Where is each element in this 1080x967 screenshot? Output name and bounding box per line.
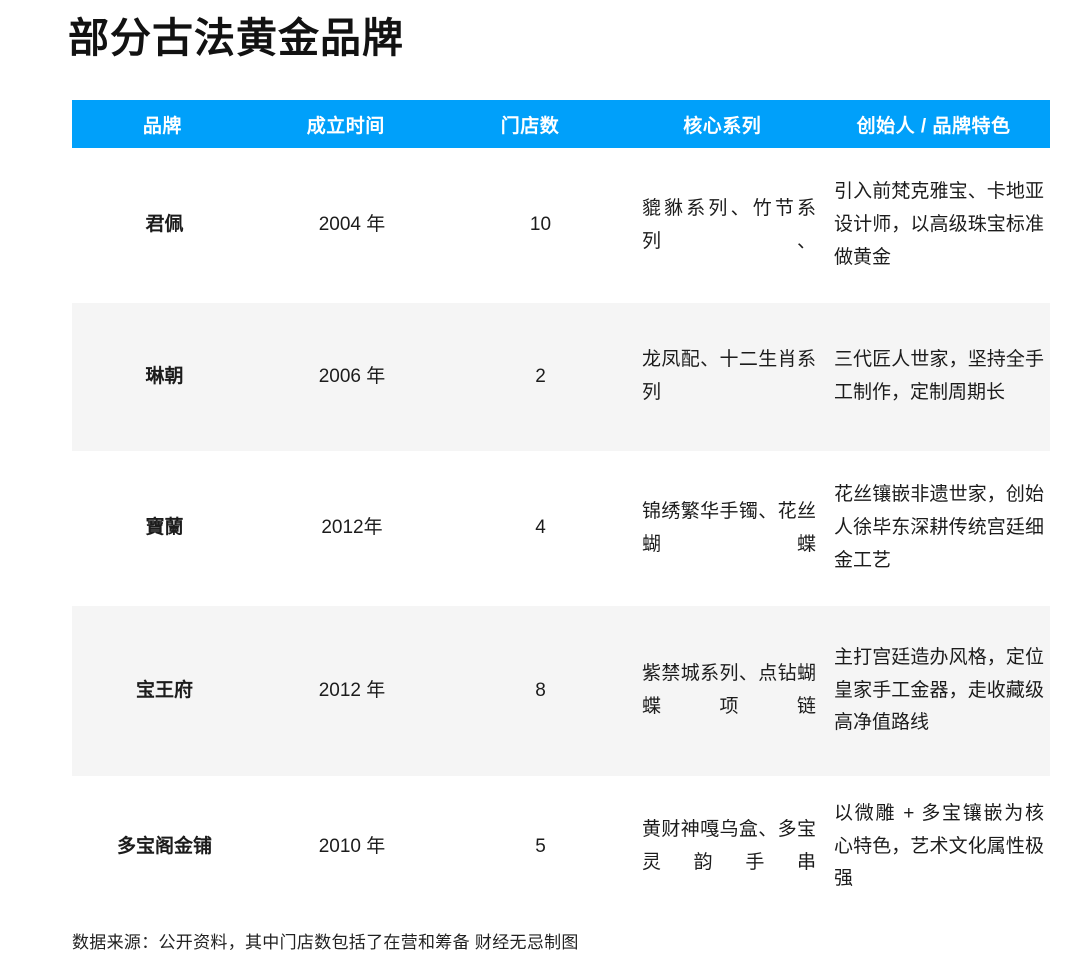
table-header-row: 品牌 成立时间 门店数 核心系列 创始人 / 品牌特色	[72, 100, 1050, 148]
table-row: 琳朝 2006 年 2 龙凤配、十二生肖系列 三代匠人世家，坚持全手工制作，定制…	[72, 303, 1050, 451]
table-row: 宝王府 2012 年 8 紫禁城系列、点钻蝴蝶项链 主打宫廷造办风格，定位皇家手…	[72, 606, 1050, 776]
cell-year: 2012年	[321, 517, 383, 539]
table-row: 多宝阁金铺 2010 年 5 黄财神嘎乌盒、多宝灵韵手串 以微雕 + 多宝镶嵌为…	[72, 776, 1050, 918]
cell-series: 锦绣繁华手镯、花丝蝴蝶	[642, 500, 816, 555]
cell-brand: 寶蘭	[145, 517, 184, 539]
cell-brand: 宝王府	[135, 679, 193, 701]
column-header-brand: 品牌	[142, 115, 182, 137]
table-row: 寶蘭 2012年 4 锦绣繁华手镯、花丝蝴蝶 花丝镶嵌非遗世家，创始人徐毕东深耕…	[72, 451, 1050, 606]
table-row: 君佩 2004 年 10 貔貅系列、竹节系列、 引入前梵克雅宝、卡地亚设计师，以…	[72, 148, 1050, 303]
cell-brand: 琳朝	[145, 365, 184, 387]
cell-brand: 君佩	[145, 214, 184, 236]
column-header-founder: 创始人 / 品牌特色	[856, 115, 1011, 137]
column-header-stores: 门店数	[500, 115, 560, 137]
brand-table: 品牌 成立时间 门店数 核心系列 创始人 / 品牌特色 君佩 2004 年 10…	[72, 100, 1050, 918]
cell-stores: 8	[535, 679, 546, 701]
cell-stores: 10	[529, 214, 552, 236]
cell-stores: 2	[535, 365, 546, 387]
cell-year: 2012 年	[318, 679, 386, 701]
cell-founder: 花丝镶嵌非遗世家，创始人徐毕东深耕传统宫廷细金工艺	[834, 484, 1044, 571]
cell-founder: 以微雕 + 多宝镶嵌为核心特色，艺术文化属性极强	[834, 802, 1044, 890]
cell-stores: 4	[535, 517, 546, 539]
cell-year: 2004 年	[318, 214, 386, 236]
cell-series: 貔貅系列、竹节系列、	[642, 197, 816, 252]
column-header-year: 成立时间	[306, 115, 385, 137]
cell-stores: 5	[535, 835, 546, 857]
cell-series: 龙凤配、十二生肖系列	[642, 349, 816, 403]
cell-series: 黄财神嘎乌盒、多宝灵韵手串	[642, 819, 816, 873]
cell-founder: 引入前梵克雅宝、卡地亚设计师，以高级珠宝标准做黄金	[834, 181, 1044, 268]
column-header-series: 核心系列	[683, 115, 762, 137]
cell-year: 2010 年	[318, 835, 386, 857]
cell-founder: 主打宫廷造办风格，定位皇家手工金器，走收藏级高净值路线	[834, 646, 1044, 734]
cell-series: 紫禁城系列、点钻蝴蝶项链	[642, 663, 816, 717]
cell-brand: 多宝阁金铺	[116, 835, 212, 857]
cell-founder: 三代匠人世家，坚持全手工制作，定制周期长	[834, 349, 1044, 403]
page-title: 部分古法黄金品牌	[68, 15, 404, 61]
data-source-footnote: 数据来源：公开资料，其中门店数包括了在营和筹备 财经无忌制图	[72, 933, 579, 952]
cell-year: 2006 年	[318, 365, 386, 387]
